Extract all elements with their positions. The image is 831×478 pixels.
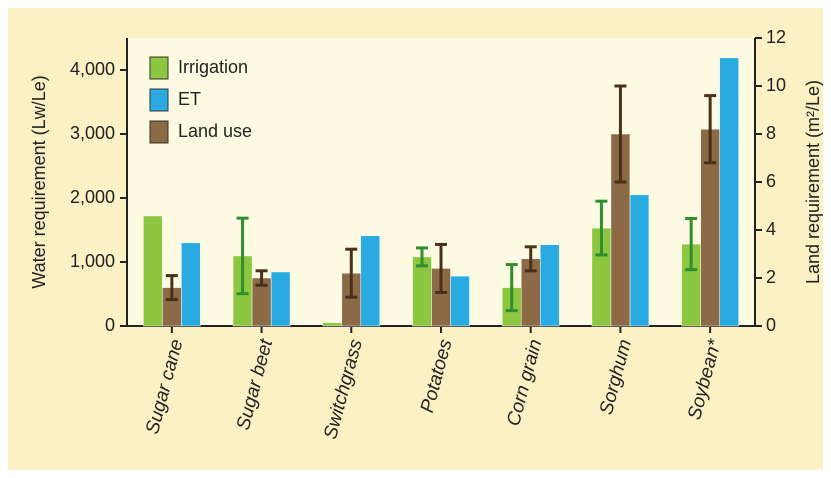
bar xyxy=(450,275,470,327)
y2-tick-label: 6 xyxy=(766,171,776,191)
legend-swatch xyxy=(149,120,169,144)
legend-label: ET xyxy=(178,89,201,109)
bar xyxy=(719,57,739,327)
y-tick-label: 4,000 xyxy=(70,59,115,79)
y2-tick-label: 8 xyxy=(766,123,776,143)
y-tick-label: 1,000 xyxy=(70,251,115,271)
y2-tick-label: 12 xyxy=(766,27,786,47)
y2-tick-label: 2 xyxy=(766,267,776,287)
y-tick-label: 2,000 xyxy=(70,187,115,207)
bar xyxy=(181,242,201,327)
y2-tick-label: 0 xyxy=(766,315,776,335)
legend-label: Land use xyxy=(178,121,252,141)
bar xyxy=(322,322,343,327)
bar xyxy=(629,194,650,327)
legend-swatch xyxy=(149,56,169,80)
y2-axis-label: Land requirement (m²/Le) xyxy=(803,80,823,284)
bar xyxy=(539,244,560,327)
y2-tick-label: 4 xyxy=(766,219,776,239)
y2-tick-label: 10 xyxy=(766,75,786,95)
bar xyxy=(360,235,381,327)
legend-label: Irrigation xyxy=(178,57,248,77)
y-axis-label: Water requirement (Lw/Le) xyxy=(29,75,49,288)
legend-swatch xyxy=(149,88,169,112)
bar xyxy=(270,271,291,327)
y-tick-label: 0 xyxy=(105,315,115,335)
bar xyxy=(143,215,163,327)
y-tick-label: 3,000 xyxy=(70,123,115,143)
